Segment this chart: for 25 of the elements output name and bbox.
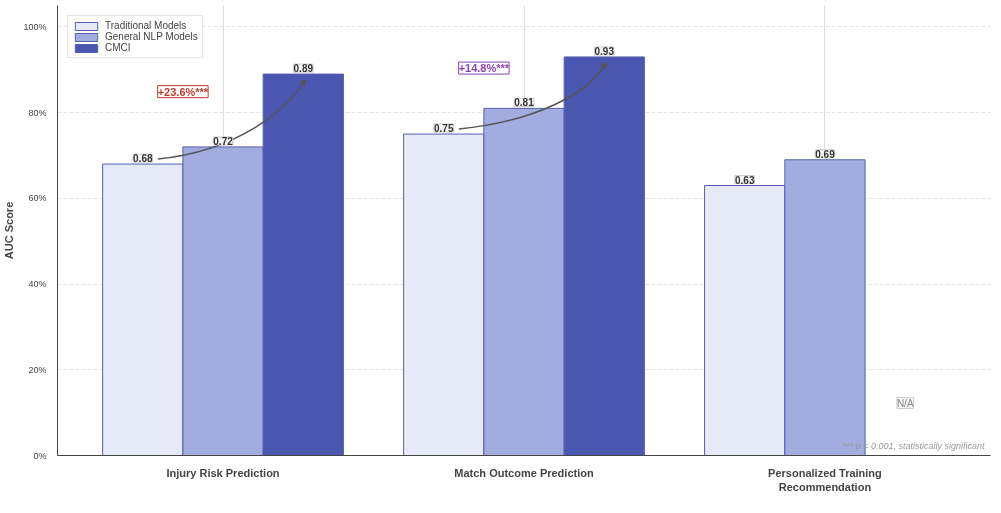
x-tick-label: Injury Risk Prediction: [166, 466, 280, 479]
data-label: 0.93: [594, 45, 615, 57]
y-tick-label: 40%: [28, 279, 47, 290]
annotation: *** p < 0.001, statistically significant: [842, 441, 985, 452]
data-label: 0.75: [434, 123, 454, 135]
y-tick-label: 0%: [33, 450, 47, 461]
y-tick-label: 60%: [28, 193, 47, 204]
data-label: 0.81: [514, 97, 535, 109]
annotation: +14.8%***: [458, 62, 510, 75]
legend-label: General NLP Models: [105, 31, 198, 42]
data-label: 0.63: [734, 174, 755, 186]
annotation: +23.6%***: [157, 85, 209, 98]
text: N/A: [896, 397, 914, 409]
y-tick-label: 20%: [28, 364, 47, 375]
y-axis-title: AUC Score: [3, 201, 16, 260]
x-tick-label: Match Outcome Prediction: [454, 466, 594, 479]
data-label: 0.68: [133, 153, 153, 165]
legend-label: Traditional Models: [105, 20, 187, 31]
y-tick-label: 80%: [28, 107, 47, 118]
y-tick-label: 100%: [23, 21, 47, 32]
x-tick-label: Personalized Training Recommendation: [768, 466, 882, 493]
data-label: 0.72: [213, 135, 234, 147]
data-label: 0.69: [815, 148, 836, 160]
legend-label: CMCI: [105, 42, 131, 53]
data-label: 0.89: [293, 63, 314, 75]
